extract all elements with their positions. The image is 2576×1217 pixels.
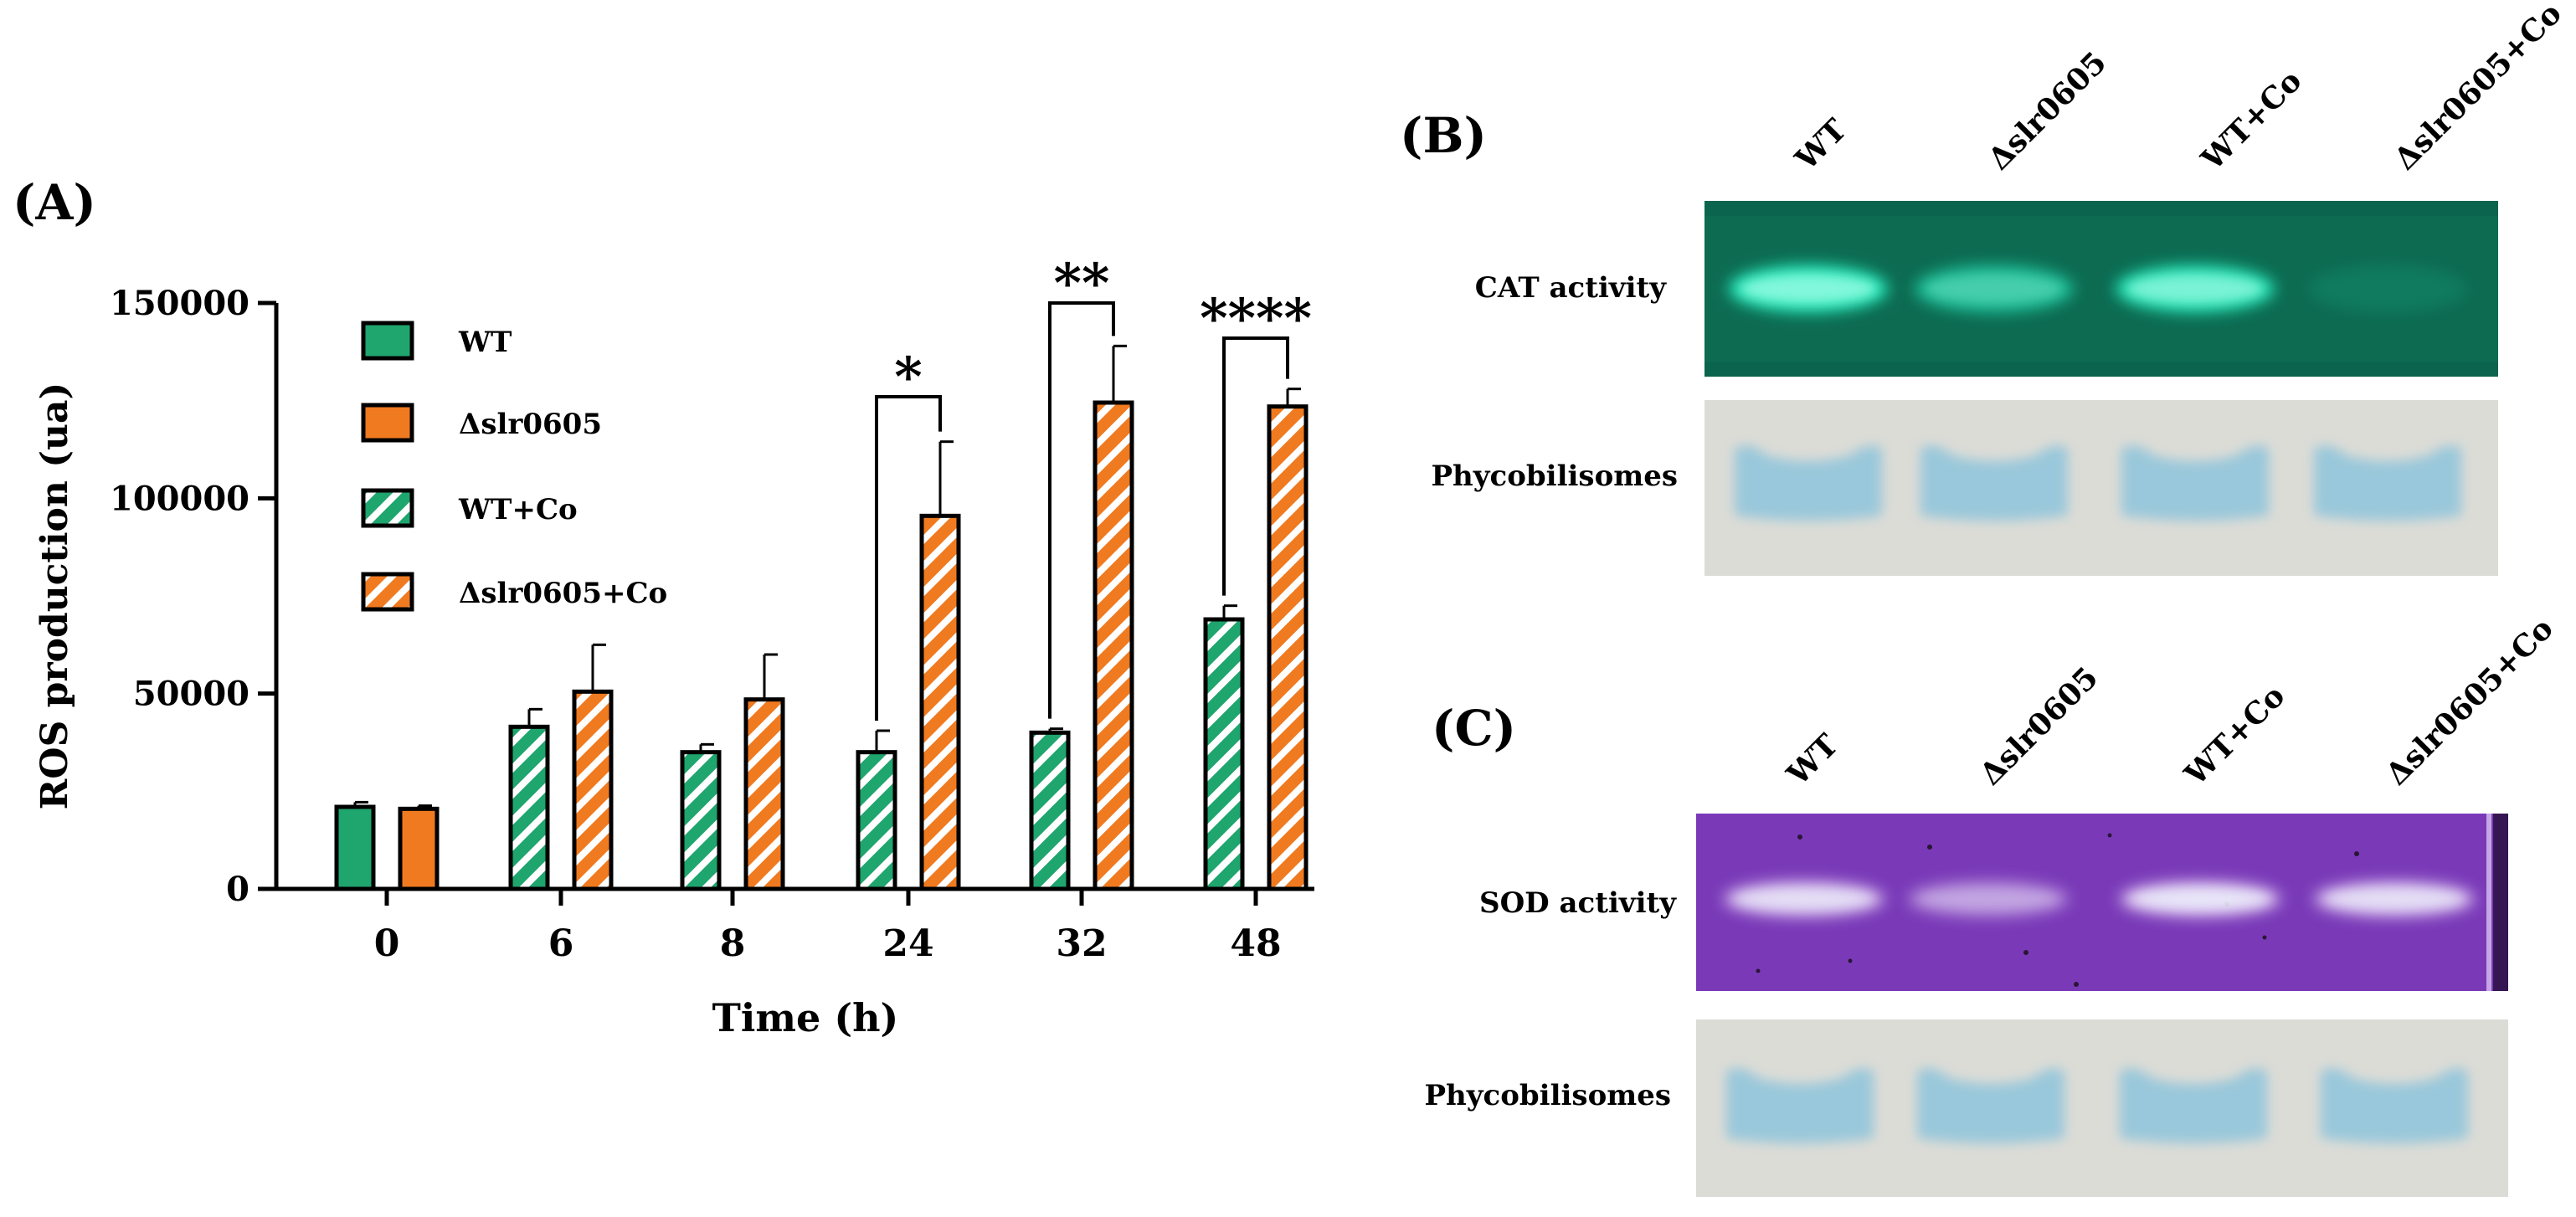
phyco-band-c-1 [1726, 1068, 1874, 1143]
y-ticks: 0 50000 100000 150000 [110, 284, 276, 909]
panel-b-lane-label-mutant: Δslr0605 [1982, 45, 2114, 177]
bar-8-mutant [743, 697, 785, 891]
sod-activity-row-label: SOD activity [1479, 886, 1677, 920]
legend-item-mutant-co: Δslr0605+Co [361, 572, 667, 612]
panel-c-sod-gel: (C) WT Δslr0605 WT+Co Δslr0605+Co SOD ac… [1424, 611, 2560, 1197]
phyco-band-b-3 [2121, 445, 2269, 521]
legend-label-wt-co: WT+Co [458, 493, 578, 526]
significance-stars: **** [1200, 287, 1312, 350]
y-tick-label: 0 [226, 870, 249, 909]
panel-c-lane-label-wt-co: WT+Co [2178, 679, 2292, 793]
significance-stars: ** [1054, 252, 1110, 315]
bar-0-mutant [398, 806, 440, 891]
y-tick-label: 150000 [110, 284, 249, 323]
sod-band-core-3 [2132, 888, 2268, 910]
x-axis-title: Time (h) [712, 995, 899, 1040]
bar-32-mutant [1093, 400, 1134, 891]
x-tick-label: 24 [882, 922, 933, 965]
bars-layer [334, 400, 1309, 891]
y-tick-label: 50000 [133, 675, 249, 714]
bar-8-wt [680, 750, 722, 891]
x-tick-label: 6 [548, 922, 574, 965]
phyco-band-b-1 [1735, 445, 1882, 521]
x-tick-label: 0 [374, 922, 400, 965]
phyco-band-c-4 [2321, 1068, 2468, 1143]
legend-swatch-wt-co [361, 488, 414, 528]
bar-32-wt [1029, 730, 1071, 891]
phyco-band-c-3 [2120, 1068, 2267, 1143]
legend-label-wt: WT [458, 326, 512, 359]
panel-b-cat-gel: (B) WT Δslr0605 WT+Co Δslr0605+Co CAT ac… [1400, 0, 2568, 576]
x-tick-label: 48 [1230, 922, 1281, 965]
phyco-bands-c [1726, 1068, 2468, 1143]
cat-band-core-3 [2127, 274, 2263, 304]
phyco-row-label-b: Phycobilisomes [1431, 460, 1678, 493]
bar-6-mutant [572, 689, 614, 891]
cat-gel-shading [1704, 201, 2498, 377]
panel-c-label: (C) [1432, 700, 1516, 757]
cat-band-core-2 [1926, 274, 2062, 304]
sod-band-core-4 [2327, 888, 2462, 910]
legend: WT Δslr0605 WT+Co Δslr0605+Co [361, 321, 667, 612]
cat-band-4 [2308, 265, 2467, 312]
legend-swatch-wt [361, 321, 414, 361]
x-tick-label: 8 [720, 922, 746, 965]
panel-c-lane-label-mutant: Δslr0605 [1973, 660, 2106, 793]
cat-bands [1729, 265, 2467, 312]
legend-item-mutant: Δslr0605 [361, 403, 602, 443]
legend-item-wt: WT [361, 321, 512, 361]
significance-bracket [1048, 301, 1115, 719]
phyco-band-c-2 [1917, 1068, 2064, 1143]
phyco-band-b-2 [1920, 445, 2068, 521]
legend-item-wt-co: WT+Co [361, 488, 578, 528]
legend-swatch-mutant [361, 403, 414, 443]
y-tick-label: 100000 [110, 479, 249, 518]
sod-bands [1725, 882, 2474, 916]
bar-24-wt [856, 750, 897, 891]
bar-48-wt [1203, 617, 1245, 891]
legend-swatch-mutant-co [361, 572, 414, 612]
phyco-bands-b [1735, 445, 2461, 521]
panel-b-lane-label-wt: WT [1788, 112, 1854, 177]
significance-stars: * [894, 346, 922, 408]
bar-48-mutant [1267, 404, 1309, 891]
panel-b-label: (B) [1400, 107, 1487, 164]
phyco-band-b-4 [2314, 445, 2461, 521]
legend-label-mutant-co: Δslr0605+Co [459, 577, 667, 610]
bar-24-mutant [919, 513, 961, 891]
bar-0-wt [334, 804, 376, 891]
error-bars-layer [353, 344, 1301, 809]
cat-band-core-1 [1740, 274, 1876, 304]
significance-bracket [875, 395, 942, 721]
sod-gel-edge [2486, 814, 2508, 991]
y-axis-title: ROS production (ua) [33, 383, 76, 810]
significance-layer: ******* [875, 252, 1312, 721]
panel-b-lane-label-mutant-co: Δslr0605+Co [2388, 0, 2568, 177]
panel-c-lane-label-wt: WT [1780, 727, 1845, 793]
sod-band-core-2 [1920, 888, 2056, 910]
panel-a-label: (A) [13, 174, 96, 231]
x-ticks: 0 6 8 24 32 48 [374, 889, 1282, 965]
significance-bracket [1222, 336, 1289, 596]
panel-c-lane-label-mutant-co: Δslr0605+Co [2379, 611, 2560, 792]
phyco-row-label-c: Phycobilisomes [1424, 1079, 1671, 1112]
x-tick-label: 32 [1056, 922, 1107, 965]
legend-label-mutant: Δslr0605 [459, 408, 602, 441]
bar-6-wt [508, 724, 550, 891]
sod-band-core-1 [1736, 888, 1872, 910]
panel-b-lane-label-wt-co: WT+Co [2194, 64, 2309, 178]
cat-activity-row-label: CAT activity [1475, 271, 1667, 305]
